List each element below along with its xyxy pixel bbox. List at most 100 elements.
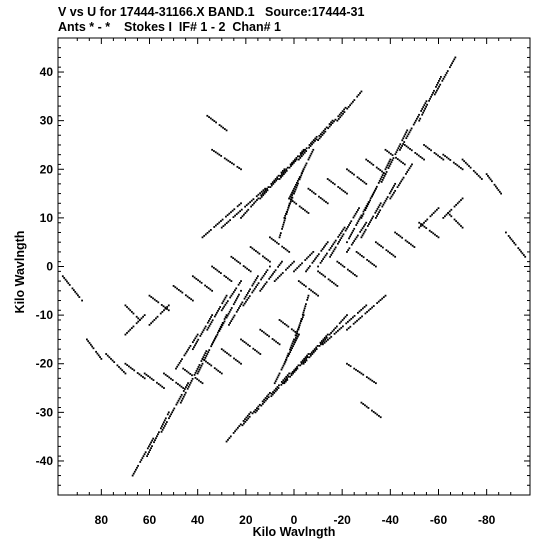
uv-point [380, 176, 383, 178]
uv-point [450, 64, 452, 67]
uv-point [353, 367, 356, 370]
uv-point [319, 261, 322, 264]
uv-point [412, 123, 415, 126]
uv-point [348, 319, 351, 322]
uv-point [485, 173, 488, 176]
uv-point [405, 131, 408, 134]
uv-point [193, 346, 195, 349]
uv-point [342, 325, 344, 328]
uv-point [208, 116, 210, 119]
uv-point [282, 379, 285, 382]
uv-point [405, 172, 407, 175]
uv-point [218, 270, 221, 273]
uv-point [304, 305, 307, 308]
uv-point [292, 160, 295, 163]
uv-point [188, 296, 191, 299]
uv-point [258, 252, 261, 255]
uv-point [352, 100, 354, 103]
uv-point [226, 300, 229, 303]
uv-point [187, 385, 190, 388]
uv-point [306, 354, 308, 357]
uv-point [395, 156, 397, 159]
uv-point [369, 197, 372, 200]
uv-point [223, 274, 226, 277]
uv-point [142, 455, 145, 458]
uv-point [287, 352, 290, 355]
uv-point [298, 205, 301, 208]
uv-point [235, 287, 238, 290]
uv-point [438, 155, 441, 158]
uv-point [278, 264, 281, 266]
uv-point [384, 199, 387, 202]
x-tick-label: -60 [430, 513, 448, 527]
uv-point [251, 204, 254, 206]
uv-point [343, 111, 346, 113]
uv-point [256, 284, 259, 286]
uv-point [290, 374, 293, 376]
visibility-points [61, 56, 527, 477]
uv-point [441, 79, 444, 82]
uv-point [356, 176, 359, 179]
uv-point [240, 168, 242, 171]
uv-point [265, 271, 268, 273]
uv-point [273, 181, 276, 184]
uv-point [322, 274, 325, 277]
uv-point [146, 455, 148, 458]
uv-point [517, 247, 520, 249]
uv-point [363, 230, 366, 233]
uv-point [375, 209, 378, 212]
uv-point [347, 169, 350, 172]
uv-point [199, 366, 202, 369]
uv-point [216, 269, 219, 272]
uv-point [294, 337, 297, 339]
uv-point [339, 263, 342, 266]
uv-point [436, 83, 438, 86]
uv-point [323, 341, 326, 344]
uv-point [194, 372, 197, 374]
uv-point [147, 375, 150, 378]
uv-point [376, 208, 379, 210]
uv-point [352, 322, 355, 325]
uv-point [425, 100, 428, 103]
uv-point [302, 361, 305, 364]
uv-point [410, 127, 413, 130]
uv-point [156, 315, 159, 318]
uv-point [283, 247, 285, 249]
uv-point [201, 236, 204, 239]
uv-point [155, 317, 157, 320]
uv-point [262, 274, 265, 277]
uv-point [238, 293, 240, 296]
uv-point [306, 268, 309, 271]
uv-point [149, 449, 151, 452]
uv-point [177, 289, 180, 291]
uv-point [140, 374, 143, 377]
uv-point [292, 372, 294, 375]
uv-point [275, 179, 278, 182]
uv-point [218, 308, 220, 310]
uv-point [163, 425, 166, 427]
uv-point [453, 218, 456, 221]
uv-point [315, 348, 318, 351]
uv-point [262, 255, 264, 258]
uv-point [433, 152, 436, 154]
uv-point [304, 209, 306, 212]
uv-point [151, 445, 153, 448]
uv-point [298, 178, 301, 181]
uv-point [139, 461, 142, 463]
uv-point [295, 158, 298, 161]
uv-point [229, 309, 232, 311]
uv-point [299, 322, 302, 325]
uv-point [190, 379, 193, 382]
uv-point [416, 117, 418, 120]
uv-point [434, 210, 437, 213]
uv-point [197, 366, 200, 368]
uv-point [386, 196, 389, 198]
uv-point [332, 250, 335, 253]
uv-point [164, 417, 167, 420]
uv-point [289, 195, 292, 198]
uv-point [350, 220, 353, 223]
uv-point [246, 298, 249, 301]
uv-point [385, 171, 388, 173]
uv-point [219, 272, 222, 275]
uv-point [135, 315, 138, 318]
